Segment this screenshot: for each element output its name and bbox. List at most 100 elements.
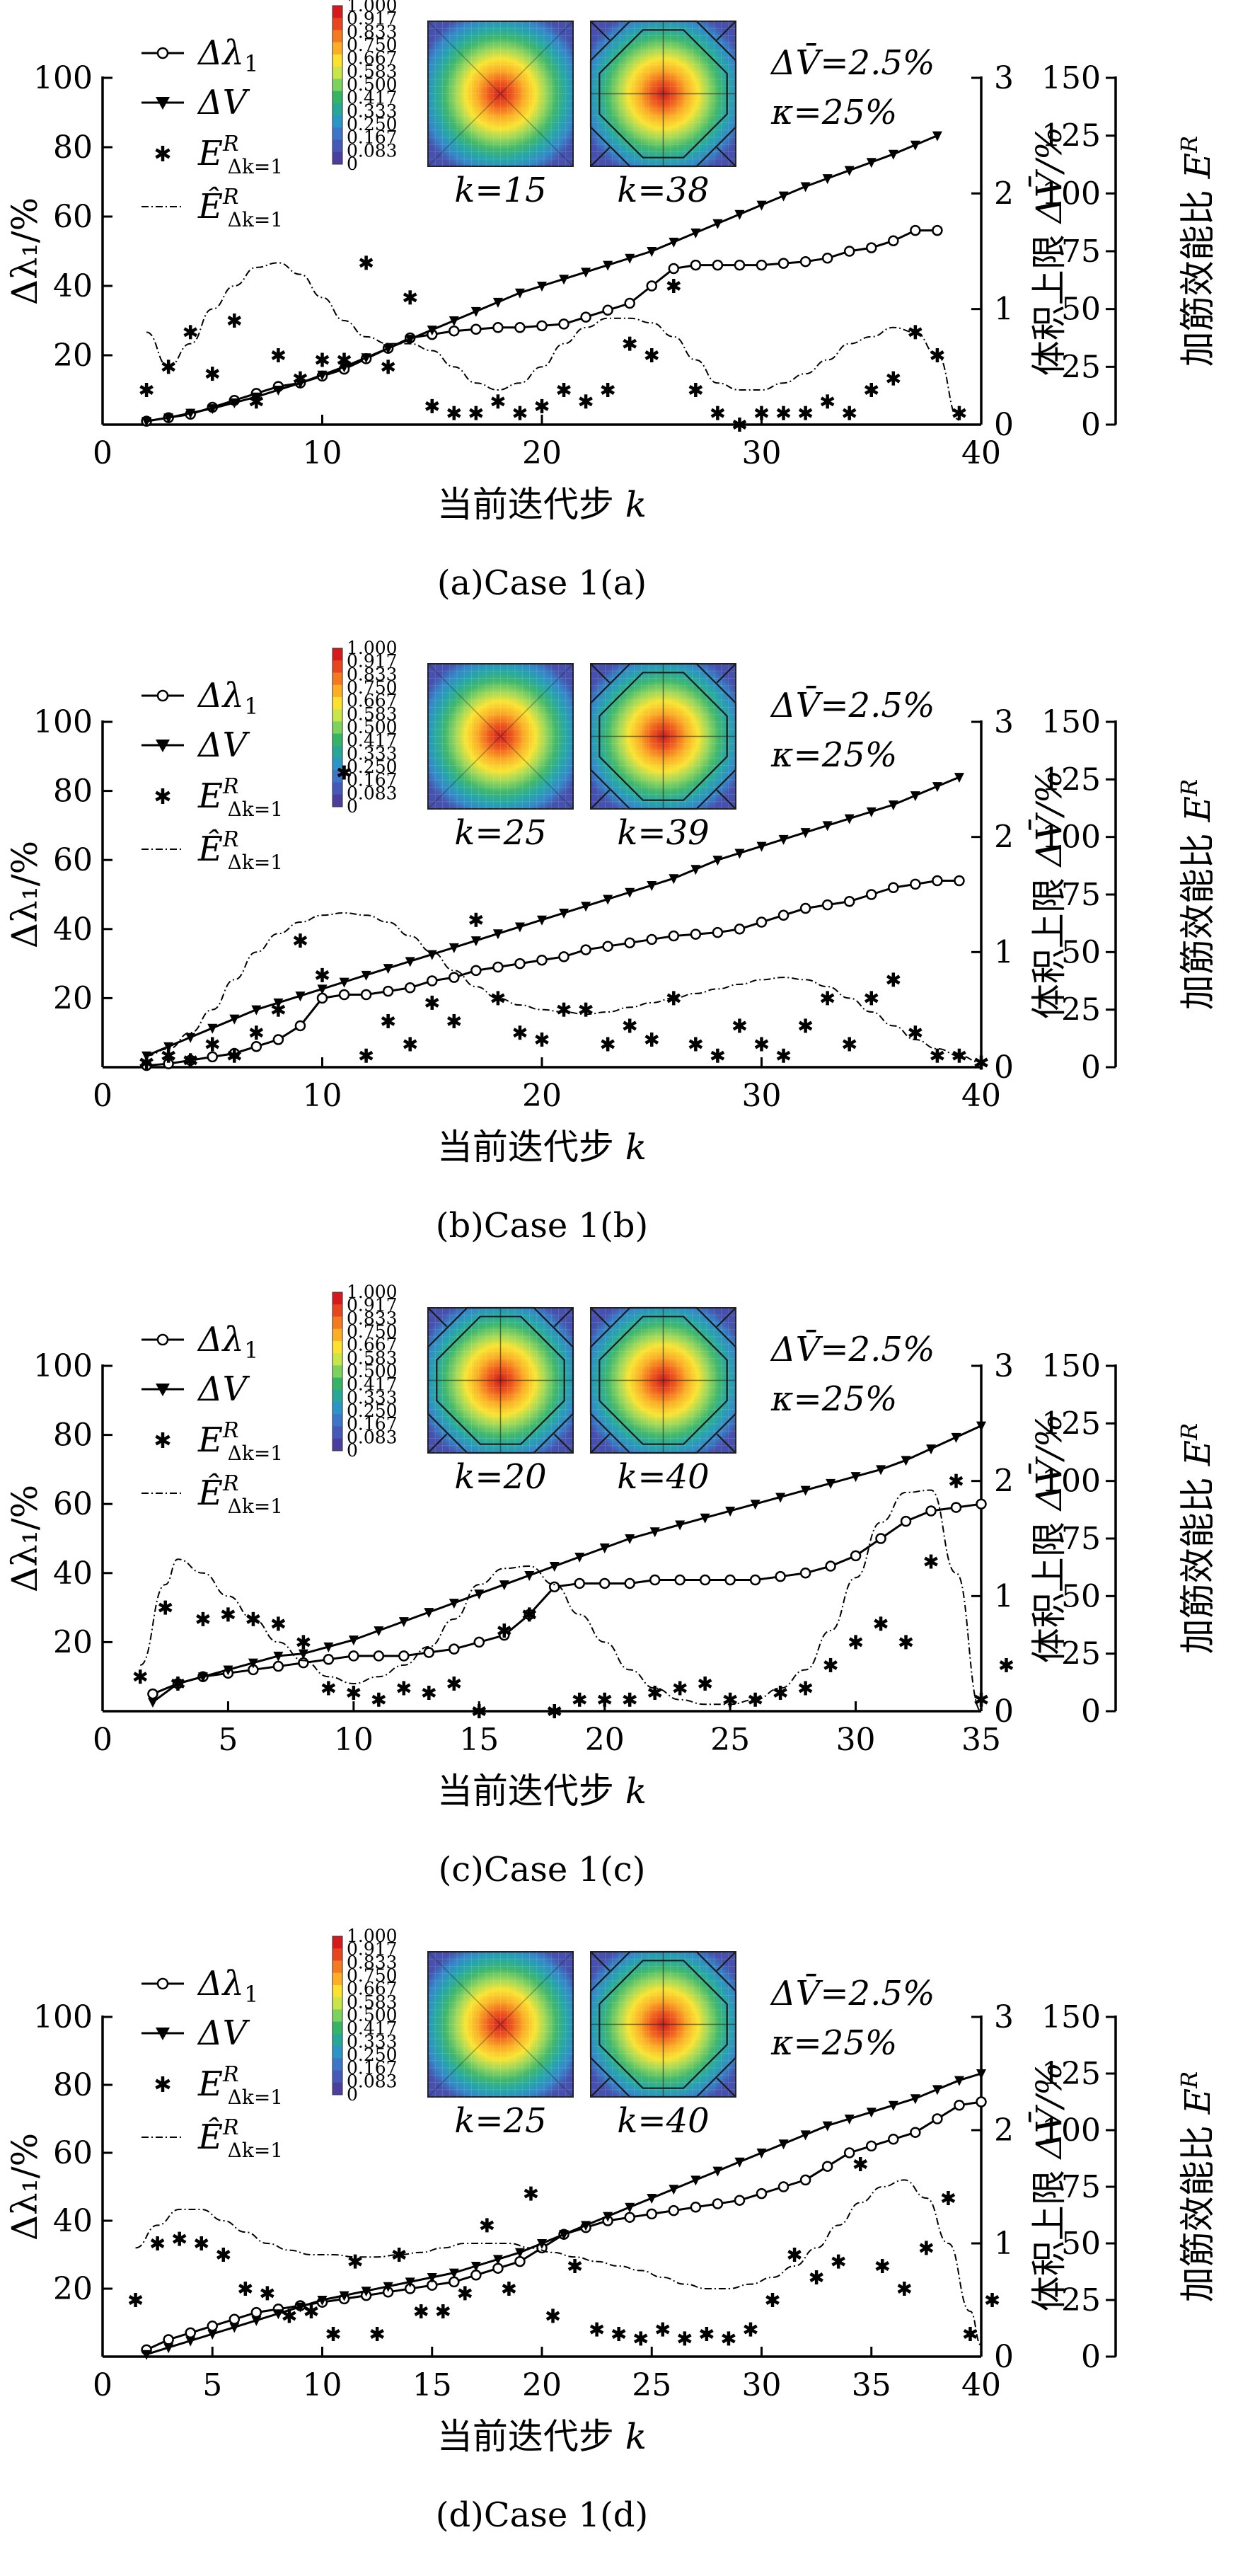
y-right2-tick-label: 100 [1041, 1464, 1101, 1500]
colorbar-tick: 0.833 [347, 1308, 398, 1328]
lam-point-29 [875, 1533, 886, 1544]
er-star-stroke [974, 1694, 988, 1705]
er-star-stroke [359, 1050, 374, 1061]
y-right2-label: 加筋效能比 ER [1176, 1423, 1218, 1655]
y-right2-tick-label: 100 [1041, 820, 1101, 856]
v-point-25 [690, 228, 701, 238]
v-point-20 [581, 2221, 591, 2231]
lam-point-17 [574, 1577, 585, 1589]
v-point-11 [383, 964, 393, 974]
er-star-stroke [513, 1028, 527, 1038]
v-point-16 [492, 929, 503, 940]
er-point-28 [754, 406, 769, 420]
v-point-26 [712, 219, 723, 229]
er-star-stroke [748, 1694, 763, 1705]
er-star-stroke [155, 1434, 170, 1446]
er-star-stroke [458, 2288, 473, 2299]
v-point-5 [251, 1005, 262, 1016]
colorbar-tick: 0.917 [347, 8, 398, 29]
lam-point-34 [888, 882, 899, 893]
x-label-text: 当前迭代步 [437, 2416, 625, 2457]
colorbar-segment [332, 18, 342, 30]
y-right1-label: 体积上限 ΔV̄/% [1028, 770, 1070, 1019]
lam-point-28 [756, 259, 768, 271]
v-point-15 [470, 936, 481, 947]
colorbar-tick: 0 [347, 2084, 358, 2105]
stiffener-diag [427, 1307, 448, 1328]
v-point-24 [669, 874, 679, 885]
y-right1-label-text: 体积上限 [1029, 223, 1070, 376]
er-point-15 [469, 406, 483, 420]
legend-er-sub: Δk=1 [228, 798, 283, 821]
y-right2-label-text: 加筋效能比 [1177, 2114, 1218, 2302]
er-star-stroke [205, 369, 220, 379]
annotation-kappa: κ=25% [770, 735, 897, 775]
legend-marker-lam [156, 689, 169, 702]
stiffener-diag [716, 1433, 736, 1454]
lam-point-3 [207, 2321, 218, 2332]
v-point-36 [932, 2085, 942, 2095]
er-point-29 [765, 2293, 780, 2307]
v-point-12 [405, 2277, 415, 2288]
series-1 [141, 131, 942, 427]
y-left-tick-label: 80 [53, 774, 93, 810]
lam-point-5 [272, 1660, 284, 1672]
contour-field [427, 1951, 574, 2098]
inset-label-1: k=40 [617, 1457, 709, 1497]
colorbar-segment [332, 115, 342, 128]
v-point-9 [374, 1626, 384, 1637]
lam-point-5 [250, 1040, 262, 1052]
v-point-32 [951, 1432, 961, 1443]
legend-label-v: ΔV [197, 725, 250, 765]
lam-point-28 [756, 2187, 768, 2200]
v-point-11 [383, 2282, 393, 2292]
er-point-16 [522, 1607, 537, 1622]
v-point-1 [163, 2343, 174, 2354]
er-star-stroke [644, 350, 659, 360]
stiffener-diag [716, 21, 736, 41]
er-point-33 [853, 2157, 868, 2171]
chart-panel-4: 0 5 10 15 20 25 30 35 40204060801000123025507510… [4, 1926, 1218, 2535]
er-star-stroke [776, 1050, 791, 1061]
y-right2-tick-label: 125 [1041, 1405, 1101, 1442]
colorbar-segment [332, 1328, 342, 1342]
panel-caption: (a)Case 1(a) [437, 563, 647, 603]
y-right1-label-var: ΔV̄/% [1028, 127, 1070, 225]
er-star-stroke [765, 2295, 780, 2305]
series-0 [141, 875, 965, 1071]
x-tick-label: 35 [961, 1722, 1001, 1758]
y-left-tick-label: 100 [33, 704, 93, 740]
stiffener-octagon [589, 1950, 737, 2098]
v-point-35 [910, 140, 920, 151]
er-star-stroke [787, 2250, 802, 2260]
lam-point-10 [360, 989, 372, 1001]
lam-point-19 [558, 951, 569, 962]
v-point-28 [756, 2149, 767, 2158]
y-right1-tick-label: 2 [994, 1464, 1014, 1500]
panel-caption: (d)Case 1(d) [436, 2495, 649, 2535]
colorbar-segment [332, 745, 342, 759]
lam-point-36 [932, 2113, 943, 2124]
lam-point-17 [514, 2255, 526, 2267]
er-star-stroke [666, 281, 681, 291]
er-star-stroke [897, 2284, 912, 2294]
colorbar-tick: 0.167 [347, 127, 398, 148]
er-point-9 [347, 1685, 361, 1700]
series-1 [141, 2069, 986, 2360]
colorbar-tick: 0.250 [347, 1401, 398, 1421]
er-star-stroke [293, 373, 308, 384]
v-point-29 [876, 1465, 886, 1476]
er-star-stroke [678, 2333, 692, 2344]
er-point-1 [150, 2236, 165, 2250]
lam-point-0 [147, 1688, 158, 1700]
er-point-legend [155, 788, 170, 804]
legend-label-lam: Δλ1 [197, 33, 258, 77]
er-point-14 [472, 1704, 487, 1718]
lam-point-20 [580, 944, 591, 955]
v-point-20 [581, 268, 591, 278]
colorbar-tick: 1.000 [347, 0, 398, 16]
colorbar-frame [332, 648, 343, 807]
annotation-kappa: κ=25% [770, 2023, 897, 2063]
